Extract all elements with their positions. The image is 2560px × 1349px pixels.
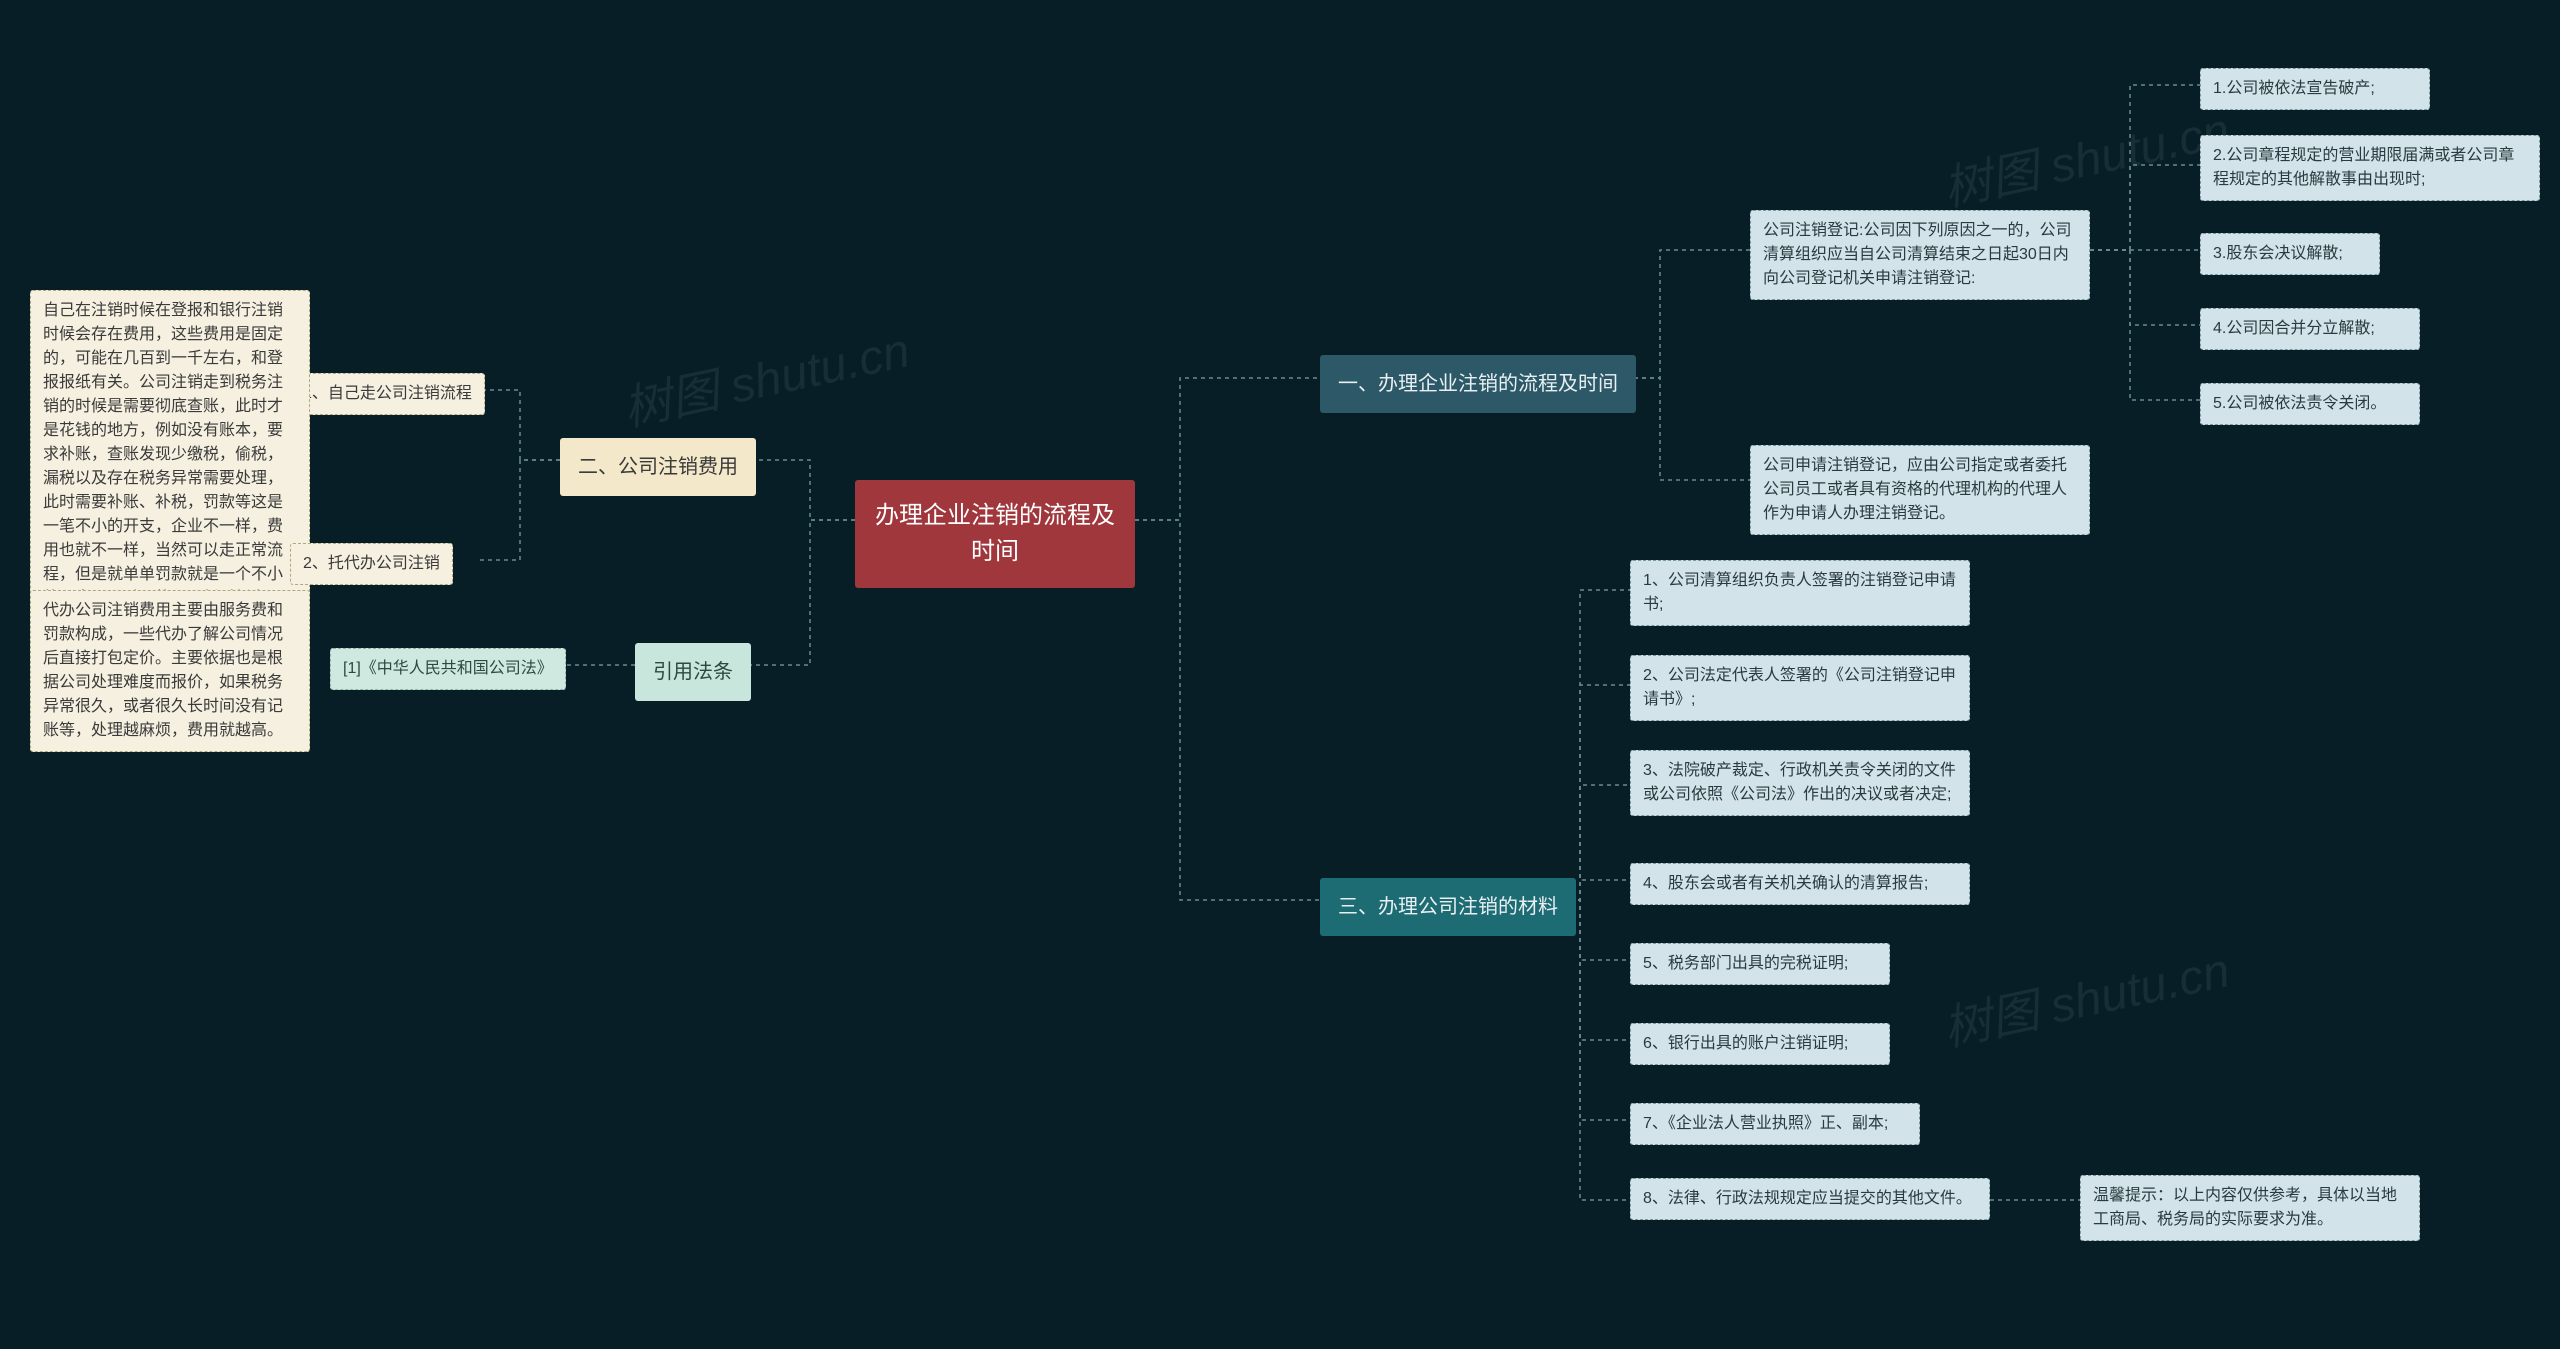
material-5-text: 5、税务部门出具的完税证明; [1643,955,1848,972]
watermark: 树图 shutu.cn [616,311,915,440]
material-4-text: 4、股东会或者有关机关确认的清算报告; [1643,875,1928,892]
material-2-text: 2、公司法定代表人签署的《公司注销登记申请书》; [1643,667,1956,708]
material-2: 2、公司法定代表人签署的《公司注销登记申请书》; [1630,655,1970,721]
section1-child1: 公司注销登记:公司因下列原因之一的，公司清算组织应当自公司清算结束之日起30日内… [1750,210,2090,300]
root-title: 办理企业注销的流程及时间 [875,502,1115,565]
s2-c2-label-text: 2、托代办公司注销 [303,555,440,572]
material-4: 4、股东会或者有关机关确认的清算报告; [1630,863,1970,905]
s1-item3: 3.股东会决议解散; [2200,233,2380,275]
s2-c1-text: 自己在注销时候在登报和银行注销时候会存在费用，这些费用是固定的，可能在几百到一千… [30,290,310,620]
material-8-text: 8、法律、行政法规规定应当提交的其他文件。 [1643,1190,1972,1207]
material-1-text: 1、公司清算组织负责人签署的注销登记申请书; [1643,572,1956,613]
s2-c1-label: 1、自己走公司注销流程 [290,373,485,415]
section1-child1-text: 公司注销登记:公司因下列原因之一的，公司清算组织应当自公司清算结束之日起30日内… [1763,222,2071,287]
s1-item4-text: 4.公司因合并分立解散; [2213,320,2375,337]
material-tip-text: 温馨提示：以上内容仅供参考，具体以当地工商局、税务局的实际要求为准。 [2093,1187,2397,1228]
s2-c2-label: 2、托代办公司注销 [290,543,453,585]
s1-item2-text: 2.公司章程规定的营业期限届满或者公司章程规定的其他解散事由出现时; [2213,147,2514,188]
material-8: 8、法律、行政法规规定应当提交的其他文件。 [1630,1178,1990,1220]
material-tip: 温馨提示：以上内容仅供参考，具体以当地工商局、税务局的实际要求为准。 [2080,1175,2420,1241]
material-3-text: 3、法院破产裁定、行政机关责令关闭的文件或公司依照《公司法》作出的决议或者决定; [1643,762,1956,803]
law-ref-text: [1]《中华人民共和国公司法》 [343,660,553,677]
watermark: 树图 shutu.cn [1936,91,2235,220]
material-1: 1、公司清算组织负责人签署的注销登记申请书; [1630,560,1970,626]
material-6-text: 6、银行出具的账户注销证明; [1643,1035,1848,1052]
law-ref: [1]《中华人民共和国公司法》 [330,648,566,690]
law-title: 引用法条 [653,661,733,683]
s1-item5-text: 5.公司被依法责令关闭。 [2213,395,2386,412]
section1-node: 一、办理企业注销的流程及时间 [1320,355,1636,413]
s1-item3-text: 3.股东会决议解散; [2213,245,2343,262]
section1-child2: 公司申请注销登记，应由公司指定或者委托公司员工或者具有资格的代理机构的代理人作为… [1750,445,2090,535]
s1-item4: 4.公司因合并分立解散; [2200,308,2420,350]
section3-node: 三、办理公司注销的材料 [1320,878,1576,936]
root-node: 办理企业注销的流程及时间 [855,480,1135,588]
section1-child2-text: 公司申请注销登记，应由公司指定或者委托公司员工或者具有资格的代理机构的代理人作为… [1763,457,2067,522]
material-7-text: 7、《企业法人营业执照》正、副本; [1643,1115,1888,1132]
material-3: 3、法院破产裁定、行政机关责令关闭的文件或公司依照《公司法》作出的决议或者决定; [1630,750,1970,816]
s2-c1-label-text: 1、自己走公司注销流程 [303,385,472,402]
s2-c1-text-content: 自己在注销时候在登报和银行注销时候会存在费用，这些费用是固定的，可能在几百到一千… [43,302,283,607]
material-6: 6、银行出具的账户注销证明; [1630,1023,1890,1065]
s2-c2-text: 代办公司注销费用主要由服务费和罚款构成，一些代办了解公司情况后直接打包定价。主要… [30,590,310,752]
section1-title: 一、办理企业注销的流程及时间 [1338,373,1618,395]
material-7: 7、《企业法人营业执照》正、副本; [1630,1103,1920,1145]
material-5: 5、税务部门出具的完税证明; [1630,943,1890,985]
section2-title: 二、公司注销费用 [578,456,738,478]
s2-c2-text-content: 代办公司注销费用主要由服务费和罚款构成，一些代办了解公司情况后直接打包定价。主要… [43,602,283,739]
law-node: 引用法条 [635,643,751,701]
watermark: 树图 shutu.cn [1936,931,2235,1060]
section3-title: 三、办理公司注销的材料 [1338,896,1558,918]
s1-item5: 5.公司被依法责令关闭。 [2200,383,2420,425]
s1-item2: 2.公司章程规定的营业期限届满或者公司章程规定的其他解散事由出现时; [2200,135,2540,201]
s1-item1: 1.公司被依法宣告破产; [2200,68,2430,110]
s1-item1-text: 1.公司被依法宣告破产; [2213,80,2375,97]
section2-node: 二、公司注销费用 [560,438,756,496]
